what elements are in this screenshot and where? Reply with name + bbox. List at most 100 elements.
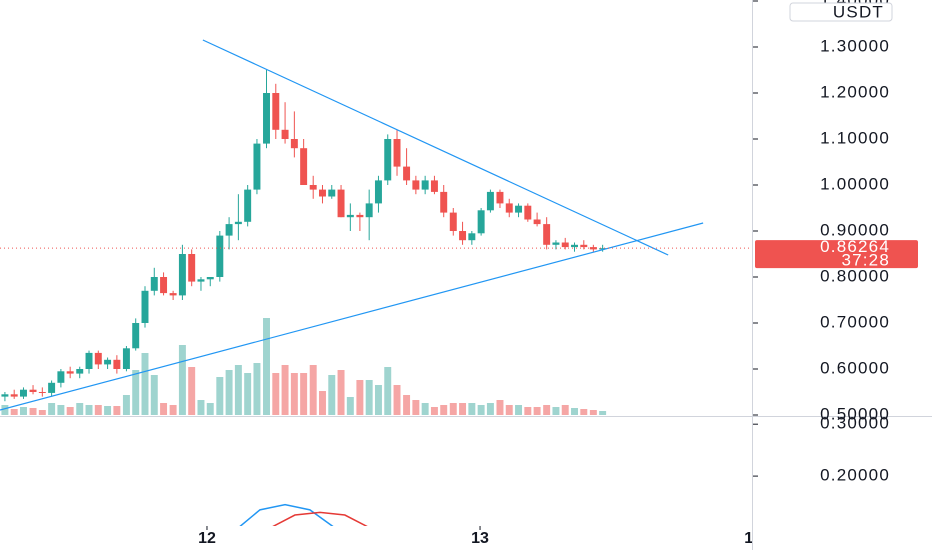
last-price-label: 0.86264: [820, 237, 890, 256]
volume-bar: [318, 391, 326, 415]
volume-bar: [1, 405, 9, 415]
volume-bar: [449, 403, 457, 415]
candle-body: [543, 224, 551, 245]
candle-body: [104, 359, 112, 365]
y-tick-label: 0.80000: [820, 266, 890, 285]
candle-body: [468, 233, 476, 241]
volume-bar: [440, 405, 448, 415]
volume-bar: [515, 405, 523, 415]
y-tick-label: 1.30000: [820, 36, 890, 55]
volume-bar: [244, 373, 252, 415]
y-tick-label: 1.10000: [820, 128, 890, 147]
volume-bar: [29, 408, 37, 415]
candle-body: [132, 323, 140, 349]
candle-body: [113, 359, 121, 369]
volume-bar: [188, 367, 196, 415]
candle-body: [561, 242, 569, 248]
candle-body: [346, 214, 354, 218]
indicator-line: [272, 511, 368, 526]
volume-bar: [505, 405, 513, 415]
candle-body: [403, 166, 411, 181]
candle-body: [272, 93, 280, 130]
candle-body: [244, 189, 252, 222]
volume-bar: [356, 380, 364, 415]
candle-body: [356, 214, 364, 218]
volume-bar: [76, 403, 84, 415]
volume-bar: [104, 406, 112, 415]
volume-bar: [85, 405, 93, 415]
candle-body: [365, 203, 373, 218]
candle-body: [496, 191, 504, 204]
candle-body: [533, 219, 541, 225]
trendline: [202, 39, 669, 256]
candle-body: [384, 139, 392, 181]
candle-body: [253, 143, 261, 190]
y-tick-label: 0.90000: [820, 220, 890, 239]
candle-body: [10, 394, 18, 397]
volume-bar: [300, 373, 308, 415]
volume-bar: [337, 370, 345, 415]
volume-bar: [94, 405, 102, 415]
volume-bar: [571, 408, 578, 415]
candle-body: [48, 382, 56, 393]
volume-bar: [150, 375, 158, 415]
y-tick-label: 0.20000: [820, 466, 890, 485]
candle-body: [160, 277, 168, 294]
candle-body: [20, 389, 27, 397]
y-tick-label: 0.50000: [820, 404, 890, 423]
volume-bar: [132, 370, 140, 415]
volume-bar: [178, 345, 186, 415]
volume-bar: [113, 406, 121, 415]
candle-body: [515, 205, 523, 213]
time-axis: 121314: [198, 526, 762, 547]
candle-body: [589, 247, 597, 250]
candle-body: [430, 180, 438, 192]
volume-bar: [38, 410, 46, 415]
candle-body: [412, 180, 420, 190]
volume-bar: [533, 407, 541, 415]
volume-bar: [543, 405, 551, 415]
volume-bar: [169, 405, 177, 415]
volume-bar: [421, 403, 429, 415]
candle-body: [263, 93, 270, 144]
candle-body: [169, 293, 177, 296]
candle-body: [141, 290, 149, 323]
indicator-pane: [239, 503, 368, 526]
candle-body: [318, 189, 326, 197]
candle-body: [1, 394, 9, 397]
currency-label: USDT: [833, 2, 884, 21]
candle-body: [309, 185, 317, 190]
volume-bar: [561, 405, 569, 415]
candle-body: [580, 244, 588, 248]
currency-box[interactable]: [789, 2, 893, 22]
candle-body: [374, 180, 382, 204]
candle-body: [300, 148, 308, 185]
candle-body: [206, 277, 214, 280]
volume-bar: [20, 407, 27, 415]
volume-bar: [272, 373, 280, 415]
main-pane: [0, 39, 752, 415]
candle-body: [459, 231, 467, 241]
volume-bar: [393, 385, 401, 415]
x-tick-label: 13: [471, 530, 489, 547]
volume-bar: [10, 409, 18, 415]
candle-body: [197, 279, 205, 282]
volume-bar: [57, 405, 65, 415]
volume-bar: [263, 318, 270, 415]
candle-body: [178, 254, 186, 296]
volume-bar: [486, 403, 494, 415]
volume-bar: [122, 395, 130, 415]
price-axis-panel: [753, 0, 932, 550]
volume-bar: [477, 405, 485, 415]
volume-bar: [216, 377, 224, 415]
candle-body: [524, 205, 532, 220]
volume-bar: [468, 403, 476, 415]
candle-body: [599, 248, 607, 250]
volume-bar: [328, 375, 336, 415]
volume-bar: [253, 363, 261, 415]
volume-bar: [599, 411, 607, 415]
candle-body: [188, 254, 196, 282]
candle-body: [477, 210, 485, 234]
last-price-box: [755, 240, 918, 269]
